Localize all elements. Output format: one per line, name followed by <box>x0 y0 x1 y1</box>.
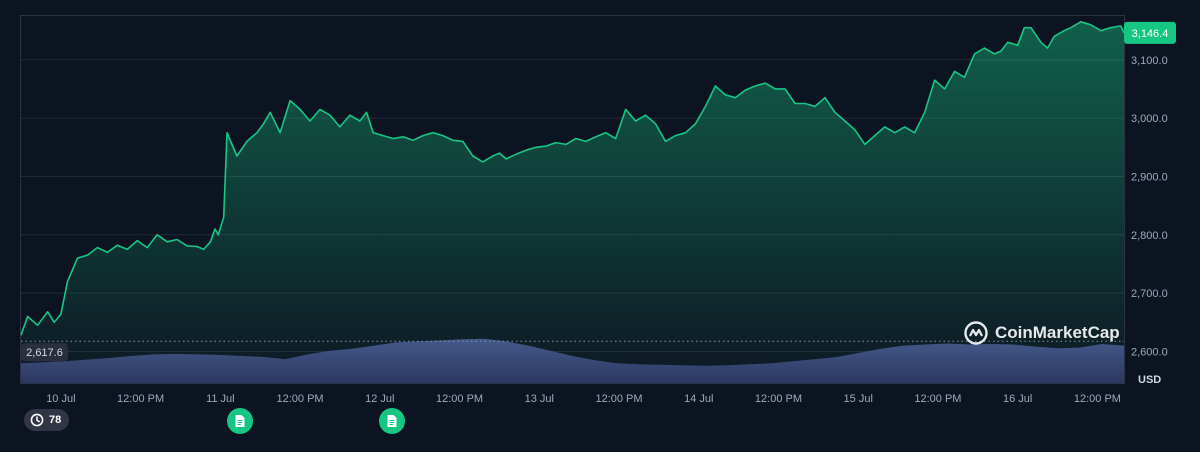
document-icon <box>235 415 245 427</box>
reference-price-label: 2,617.6 <box>21 343 68 362</box>
plot-border <box>20 15 1125 384</box>
x-tick-label: 14 Jul <box>684 393 713 405</box>
news-marker[interactable] <box>379 408 405 434</box>
news-marker[interactable] <box>227 408 253 434</box>
x-tick-label: 12:00 PM <box>914 393 961 405</box>
x-tick-label: 12:00 PM <box>117 393 164 405</box>
x-tick-label: 12:00 PM <box>755 393 802 405</box>
svg-text:3,146.4: 3,146.4 <box>1132 28 1169 40</box>
coinmarketcap-logo: CoinMarketCap <box>963 320 1120 346</box>
x-tick-label: 11 Jul <box>206 393 235 405</box>
coinmarketcap-icon <box>964 321 988 345</box>
x-tick-label: 15 Jul <box>844 393 873 405</box>
y-tick-label: 2,600.0 <box>1131 346 1168 358</box>
x-tick-label: 13 Jul <box>525 393 554 405</box>
y-tick-label: 3,000.0 <box>1131 113 1168 125</box>
price-area-fill <box>21 21 1124 384</box>
x-tick-label: 16 Jul <box>1003 393 1032 405</box>
x-tick-label: 12:00 PM <box>436 393 483 405</box>
y-tick-label: 3,100.0 <box>1131 55 1168 67</box>
y-tick-label: 2,800.0 <box>1131 230 1168 242</box>
x-tick-label: 12:00 PM <box>277 393 324 405</box>
y-tick-label: 2,900.0 <box>1131 171 1168 183</box>
price-line <box>20 21 1125 336</box>
svg-text:2,617.6: 2,617.6 <box>26 347 63 359</box>
x-tick-label: 12:00 PM <box>595 393 642 405</box>
x-tick-label: 12:00 PM <box>1074 393 1121 405</box>
current-price-label: 3,146.4 <box>1124 21 1176 44</box>
y-tick-label: 2,700.0 <box>1131 288 1168 300</box>
x-tick-label: 12 Jul <box>365 393 394 405</box>
history-icon <box>30 413 44 427</box>
events-badge[interactable]: 78 <box>24 409 70 431</box>
currency-label: USD <box>1138 374 1161 386</box>
x-tick-label: 10 Jul <box>46 393 75 405</box>
document-icon <box>387 415 397 427</box>
